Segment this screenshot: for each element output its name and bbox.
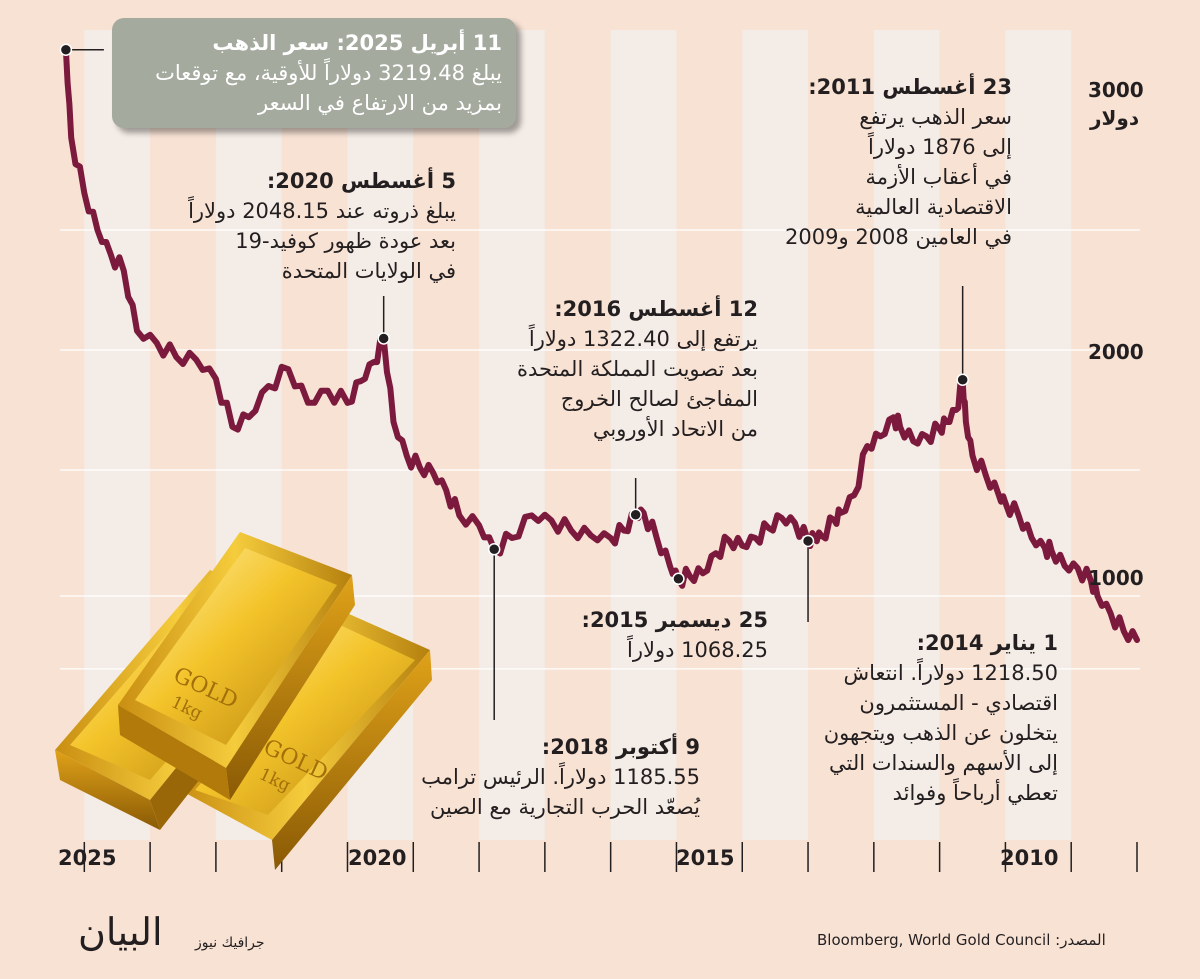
annotation-line: تعطي أرباحاً وفوائد — [892, 781, 1058, 805]
annotation-line: الاقتصادية العالمية — [855, 195, 1012, 219]
annotation-jan-2014: 1 يناير 2014: 1218.50 دولاراً. انتعاش اق… — [762, 628, 1058, 808]
annotation-line: في الولايات المتحدة — [281, 259, 456, 283]
annotation-oct-2018: 9 أكتوبر 2018: 1185.55 دولاراً. الرئيس ت… — [370, 732, 700, 822]
marker-aug-2020 — [377, 332, 390, 345]
year-band — [1005, 30, 1072, 840]
annotation-line: 1218.50 دولاراً. انتعاش — [843, 661, 1059, 685]
annotation-line: من الاتحاد الأوروبي — [592, 417, 758, 441]
gold-bars-illustration: GOLD 1kg GOLD 1kg — [55, 532, 432, 870]
annotation-title: 12 أغسطس 2016: — [554, 297, 758, 321]
marker-dec-2015 — [672, 572, 685, 586]
annotation-line: إلى الأسهم والسندات التي — [829, 751, 1058, 775]
annotation-line: 1068.25 دولاراً — [627, 638, 768, 662]
x-tick-2020: 2020 — [348, 846, 407, 870]
annotation-line: في أعقاب الأزمة — [865, 165, 1012, 189]
y-tick-1000: 1000 — [1088, 566, 1144, 590]
annotation-line: بعد عودة ظهور كوفيد-19 — [235, 229, 456, 253]
annotation-line: في العامين 2008 و2009 — [785, 225, 1012, 249]
annotation-aug-2020: 5 أغسطس 2020: يبلغ ذروته عند 2048.15 دول… — [150, 166, 456, 286]
marker-aug-2016 — [629, 508, 642, 522]
x-tick-2025: 2025 — [58, 846, 117, 870]
x-tick-2010: 2010 — [1000, 846, 1059, 870]
marker-jan-2014 — [801, 534, 815, 548]
annotation-title: 25 ديسمبر 2015: — [581, 608, 768, 632]
source-note: المصدر: Bloomberg, World Gold Council — [817, 931, 1106, 949]
annotation-title: 1 يناير 2014: — [916, 631, 1058, 655]
annotation-title: 9 أكتوبر 2018: — [541, 735, 700, 759]
annotation-aug-2011: 23 أغسطس 2011: سعر الذهب يرتفع إلى 1876 … — [712, 72, 1012, 252]
annotation-aug-2016: 12 أغسطس 2016: يرتفع إلى 1322.40 دولاراً… — [458, 294, 758, 444]
annotation-line: سعر الذهب يرتفع — [859, 105, 1012, 129]
event-markers — [59, 43, 969, 586]
year-band — [479, 30, 545, 840]
annotation-line: يبلغ ذروته عند 2048.15 دولاراً — [188, 199, 456, 223]
x-axis-ticks — [83, 842, 1138, 872]
annotation-line: المفاجئ لصالح الخروج — [560, 387, 758, 411]
publication-logo: البيان — [78, 910, 163, 954]
y-axis-unit: دولار — [1090, 106, 1140, 130]
year-band — [610, 30, 677, 840]
annotation-line: إلى 1876 دولاراً — [868, 135, 1012, 159]
y-tick-2000: 2000 — [1088, 340, 1144, 364]
marker-oct-2018 — [487, 542, 501, 556]
annotation-title: 5 أغسطس 2020: — [266, 169, 456, 193]
annotation-line: اقتصادي - المستثمرون — [859, 691, 1058, 715]
marker-apr-2025 — [59, 43, 73, 56]
annotation-title: 11 أبريل 2025: سعر الذهب — [212, 31, 502, 55]
marker-aug-2011 — [956, 373, 969, 387]
x-tick-2015: 2015 — [676, 846, 735, 870]
graphic-credit: جرافيك نيوز — [195, 935, 265, 951]
annotation-line: 1185.55 دولاراً. الرئيس ترامب — [421, 765, 700, 789]
annotation-line: يُصعّد الحرب التجارية مع الصين — [429, 795, 700, 819]
y-tick-3000: 3000 — [1088, 78, 1144, 102]
annotation-line: بعد تصويت المملكة المتحدة — [516, 357, 758, 381]
annotation-line: يرتفع إلى 1322.40 دولاراً — [528, 327, 758, 351]
annotation-line: يبلغ 3219.48 دولاراً للأوقية، مع توقعات — [155, 61, 502, 85]
annotation-line: يتخلون عن الذهب ويتجهون — [823, 721, 1058, 745]
annotation-dec-2015: 25 ديسمبر 2015: 1068.25 دولاراً — [560, 605, 768, 665]
year-band — [742, 30, 809, 840]
annotation-apr-2025: 11 أبريل 2025: سعر الذهب يبلغ 3219.48 دو… — [112, 18, 516, 128]
annotation-line: بمزيد من الارتفاع في السعر — [258, 91, 502, 115]
annotation-title: 23 أغسطس 2011: — [808, 75, 1012, 99]
